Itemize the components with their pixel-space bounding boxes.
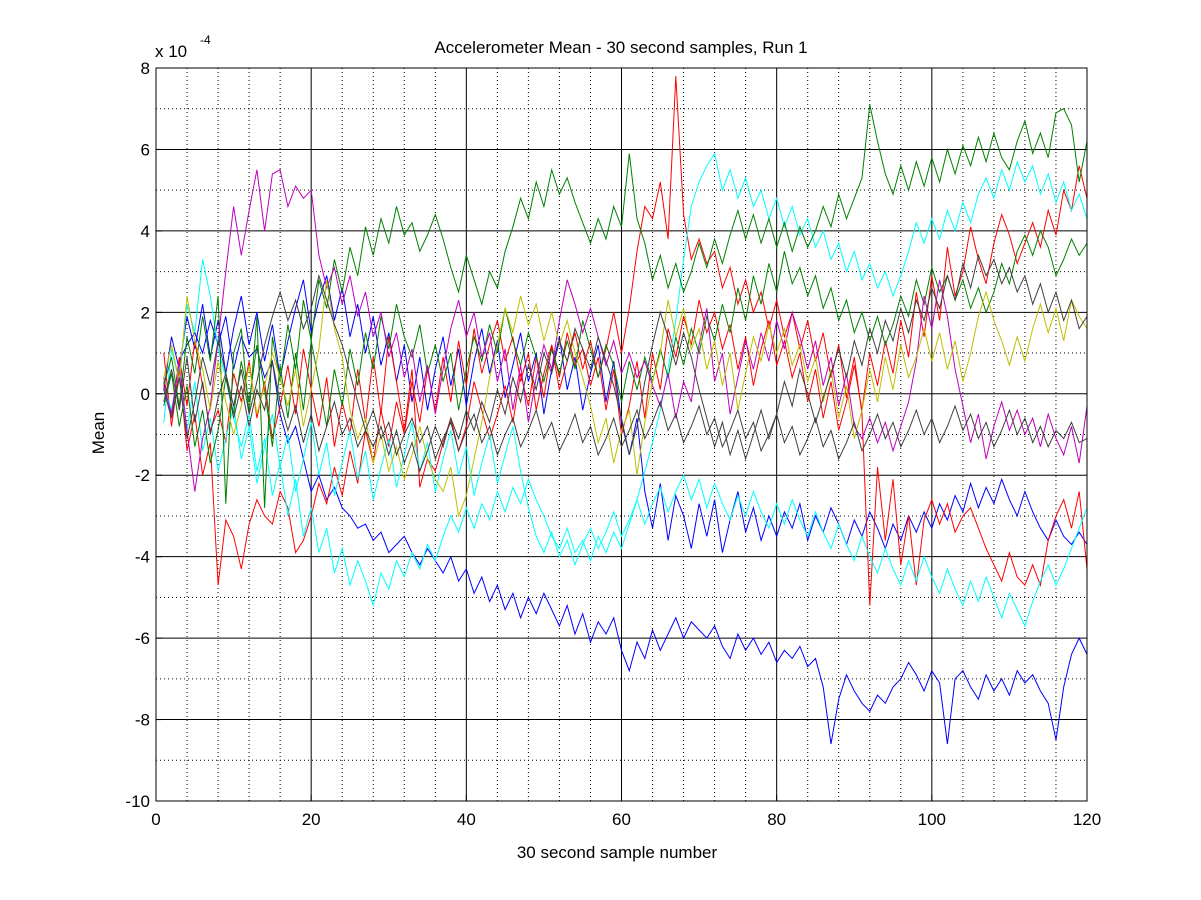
y-tick-label: -4 — [135, 548, 150, 567]
y-tick-label: 8 — [141, 59, 150, 78]
x-tick-label: 0 — [151, 810, 160, 829]
y-tick-label: -8 — [135, 711, 150, 730]
series-line-3 — [163, 76, 1088, 606]
y-exponent-base: x 10 — [155, 42, 187, 61]
y-tick-label: 2 — [141, 303, 150, 322]
series-line-1 — [163, 316, 1088, 745]
x-tick-label: 100 — [918, 810, 946, 829]
y-axis-label: Mean — [89, 412, 108, 455]
y-tick-label: -10 — [125, 792, 150, 811]
y-tick-label: 6 — [141, 140, 150, 159]
y-ticks: -10 -8 -6 -4 -2 0 2 4 6 8 — [125, 59, 162, 811]
y-tick-label: 0 — [141, 385, 150, 404]
y-exponent-power: -4 — [200, 33, 211, 47]
y-tick-label: -2 — [135, 466, 150, 485]
y-tick-label: 4 — [141, 222, 150, 241]
x-tick-label: 120 — [1073, 810, 1101, 829]
x-ticks: 0 20 40 60 80 100 120 — [151, 795, 1101, 829]
x-axis-label: 30 second sample number — [517, 843, 718, 862]
chart-title: Accelerometer Mean - 30 second samples, … — [434, 38, 807, 57]
series-line-11 — [163, 253, 1088, 473]
series-line-6 — [163, 365, 1088, 628]
series-line-8 — [163, 229, 1088, 464]
x-tick-label: 60 — [612, 810, 631, 829]
series-line-5 — [163, 152, 1088, 608]
series-line-9 — [163, 169, 1088, 492]
series-line-7 — [163, 104, 1088, 508]
x-tick-label: 80 — [767, 810, 786, 829]
y-tick-label: -6 — [135, 629, 150, 648]
x-tick-label: 20 — [302, 810, 321, 829]
x-tick-label: 40 — [457, 810, 476, 829]
series-line-12 — [163, 357, 1088, 461]
series-line-10 — [163, 279, 1088, 518]
series-layer — [163, 76, 1088, 745]
